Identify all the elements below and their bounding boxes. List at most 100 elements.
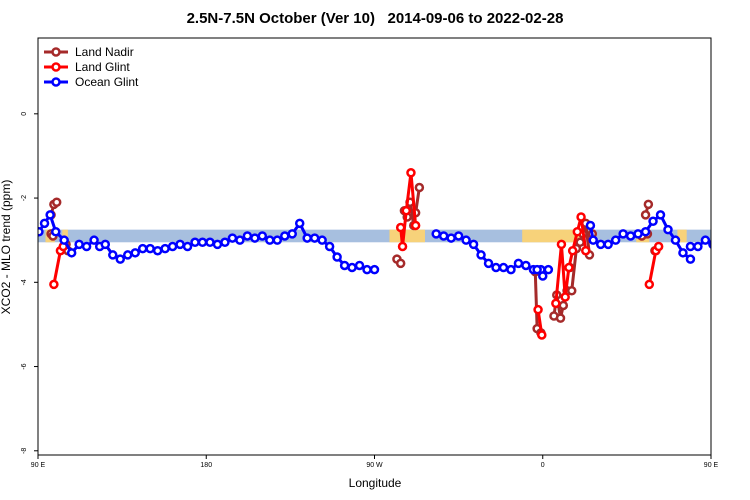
data-point (724, 249, 731, 256)
data-point (438, 231, 449, 241)
data-point (38, 227, 44, 237)
x-tick-label: 180 (200, 462, 212, 469)
data-point (708, 240, 711, 249)
data-point (732, 254, 739, 261)
data-point (498, 262, 509, 273)
data-point (506, 264, 516, 275)
data-point (572, 227, 583, 237)
data-point (167, 241, 178, 252)
data-point (640, 210, 651, 220)
data-point (564, 262, 574, 273)
data-point (461, 235, 471, 245)
data-point (406, 168, 416, 178)
data-point (576, 212, 586, 222)
data-point (560, 292, 570, 302)
data-point (287, 229, 297, 239)
data-point (395, 258, 406, 269)
data-point (685, 241, 696, 252)
data-point (317, 235, 327, 245)
legend-item: Ocean Glint (44, 75, 139, 89)
data-point (678, 248, 688, 258)
data-point (51, 197, 62, 208)
x-tick-label: 0 (541, 462, 545, 469)
data-point (145, 243, 155, 254)
data-point (66, 248, 77, 258)
data-point (618, 229, 628, 239)
land-band-segment (389, 229, 425, 243)
data-point (235, 235, 245, 245)
data-point (491, 262, 501, 273)
data-point (588, 235, 598, 245)
data-point (45, 210, 55, 220)
data-point (567, 245, 578, 256)
data-point (265, 235, 275, 245)
data-point (302, 233, 312, 243)
legend-label: Land Nadir (75, 45, 134, 59)
y-tick-label: -2 (21, 195, 28, 201)
data-point (533, 304, 543, 315)
data-point (280, 231, 290, 241)
background-band (38, 229, 711, 243)
data-point (717, 241, 724, 248)
data-point (610, 235, 621, 245)
data-point (227, 233, 238, 243)
y-tick-label: -8 (21, 448, 28, 454)
data-point (74, 239, 84, 250)
legend-label: Land Glint (75, 60, 130, 74)
data-point (39, 218, 50, 229)
data-point (446, 233, 456, 243)
x-tick-label: 90 E (31, 462, 46, 469)
series-land-glint (49, 168, 664, 340)
data-point (558, 300, 569, 311)
data-point (51, 227, 61, 237)
data-point (580, 245, 591, 256)
y-tick-label: -6 (21, 363, 28, 369)
data-point (648, 216, 658, 226)
land-band-segment (522, 229, 583, 243)
y-tick-label: -4 (21, 279, 28, 285)
data-point (130, 248, 140, 258)
legend-marker (51, 47, 61, 57)
x-tick-label: 90 E (704, 462, 719, 469)
data-point (410, 220, 421, 231)
data-point (468, 239, 479, 250)
data-point (401, 205, 412, 216)
series-ocean-glint (38, 210, 746, 281)
data-point (49, 279, 59, 290)
data-point (309, 233, 320, 243)
data-point (332, 252, 342, 262)
data-point (700, 235, 711, 245)
data-point (513, 258, 524, 269)
data-point (537, 330, 547, 340)
data-point (555, 313, 566, 323)
data-point (339, 260, 350, 271)
data-point (566, 285, 577, 296)
data-point (354, 260, 365, 271)
legend-marker (51, 77, 61, 87)
data-point (643, 199, 654, 210)
data-point (585, 220, 596, 231)
data-point (362, 264, 372, 275)
data-point (257, 231, 268, 241)
series-land-nadir (46, 182, 660, 338)
legend-item: Land Nadir (44, 45, 134, 59)
data-point (655, 210, 666, 220)
axes: 90 E 180 90 W 0 90 E 0 -2 -4 -6 -8 (21, 112, 719, 469)
data-point (431, 229, 441, 239)
data-point (190, 237, 200, 248)
data-point (739, 251, 746, 258)
data-point (205, 237, 215, 248)
data-point (693, 241, 703, 252)
data-point (324, 241, 335, 252)
data-point (521, 260, 531, 271)
x-axis-label: Longitude (348, 476, 402, 490)
data-point (250, 233, 260, 243)
data-point (556, 239, 567, 250)
data-point (175, 239, 185, 250)
data-point (220, 237, 230, 248)
data-point (644, 279, 655, 290)
data-point (182, 241, 193, 252)
data-point (625, 231, 636, 241)
data-point (685, 254, 696, 264)
data-point (347, 262, 357, 273)
